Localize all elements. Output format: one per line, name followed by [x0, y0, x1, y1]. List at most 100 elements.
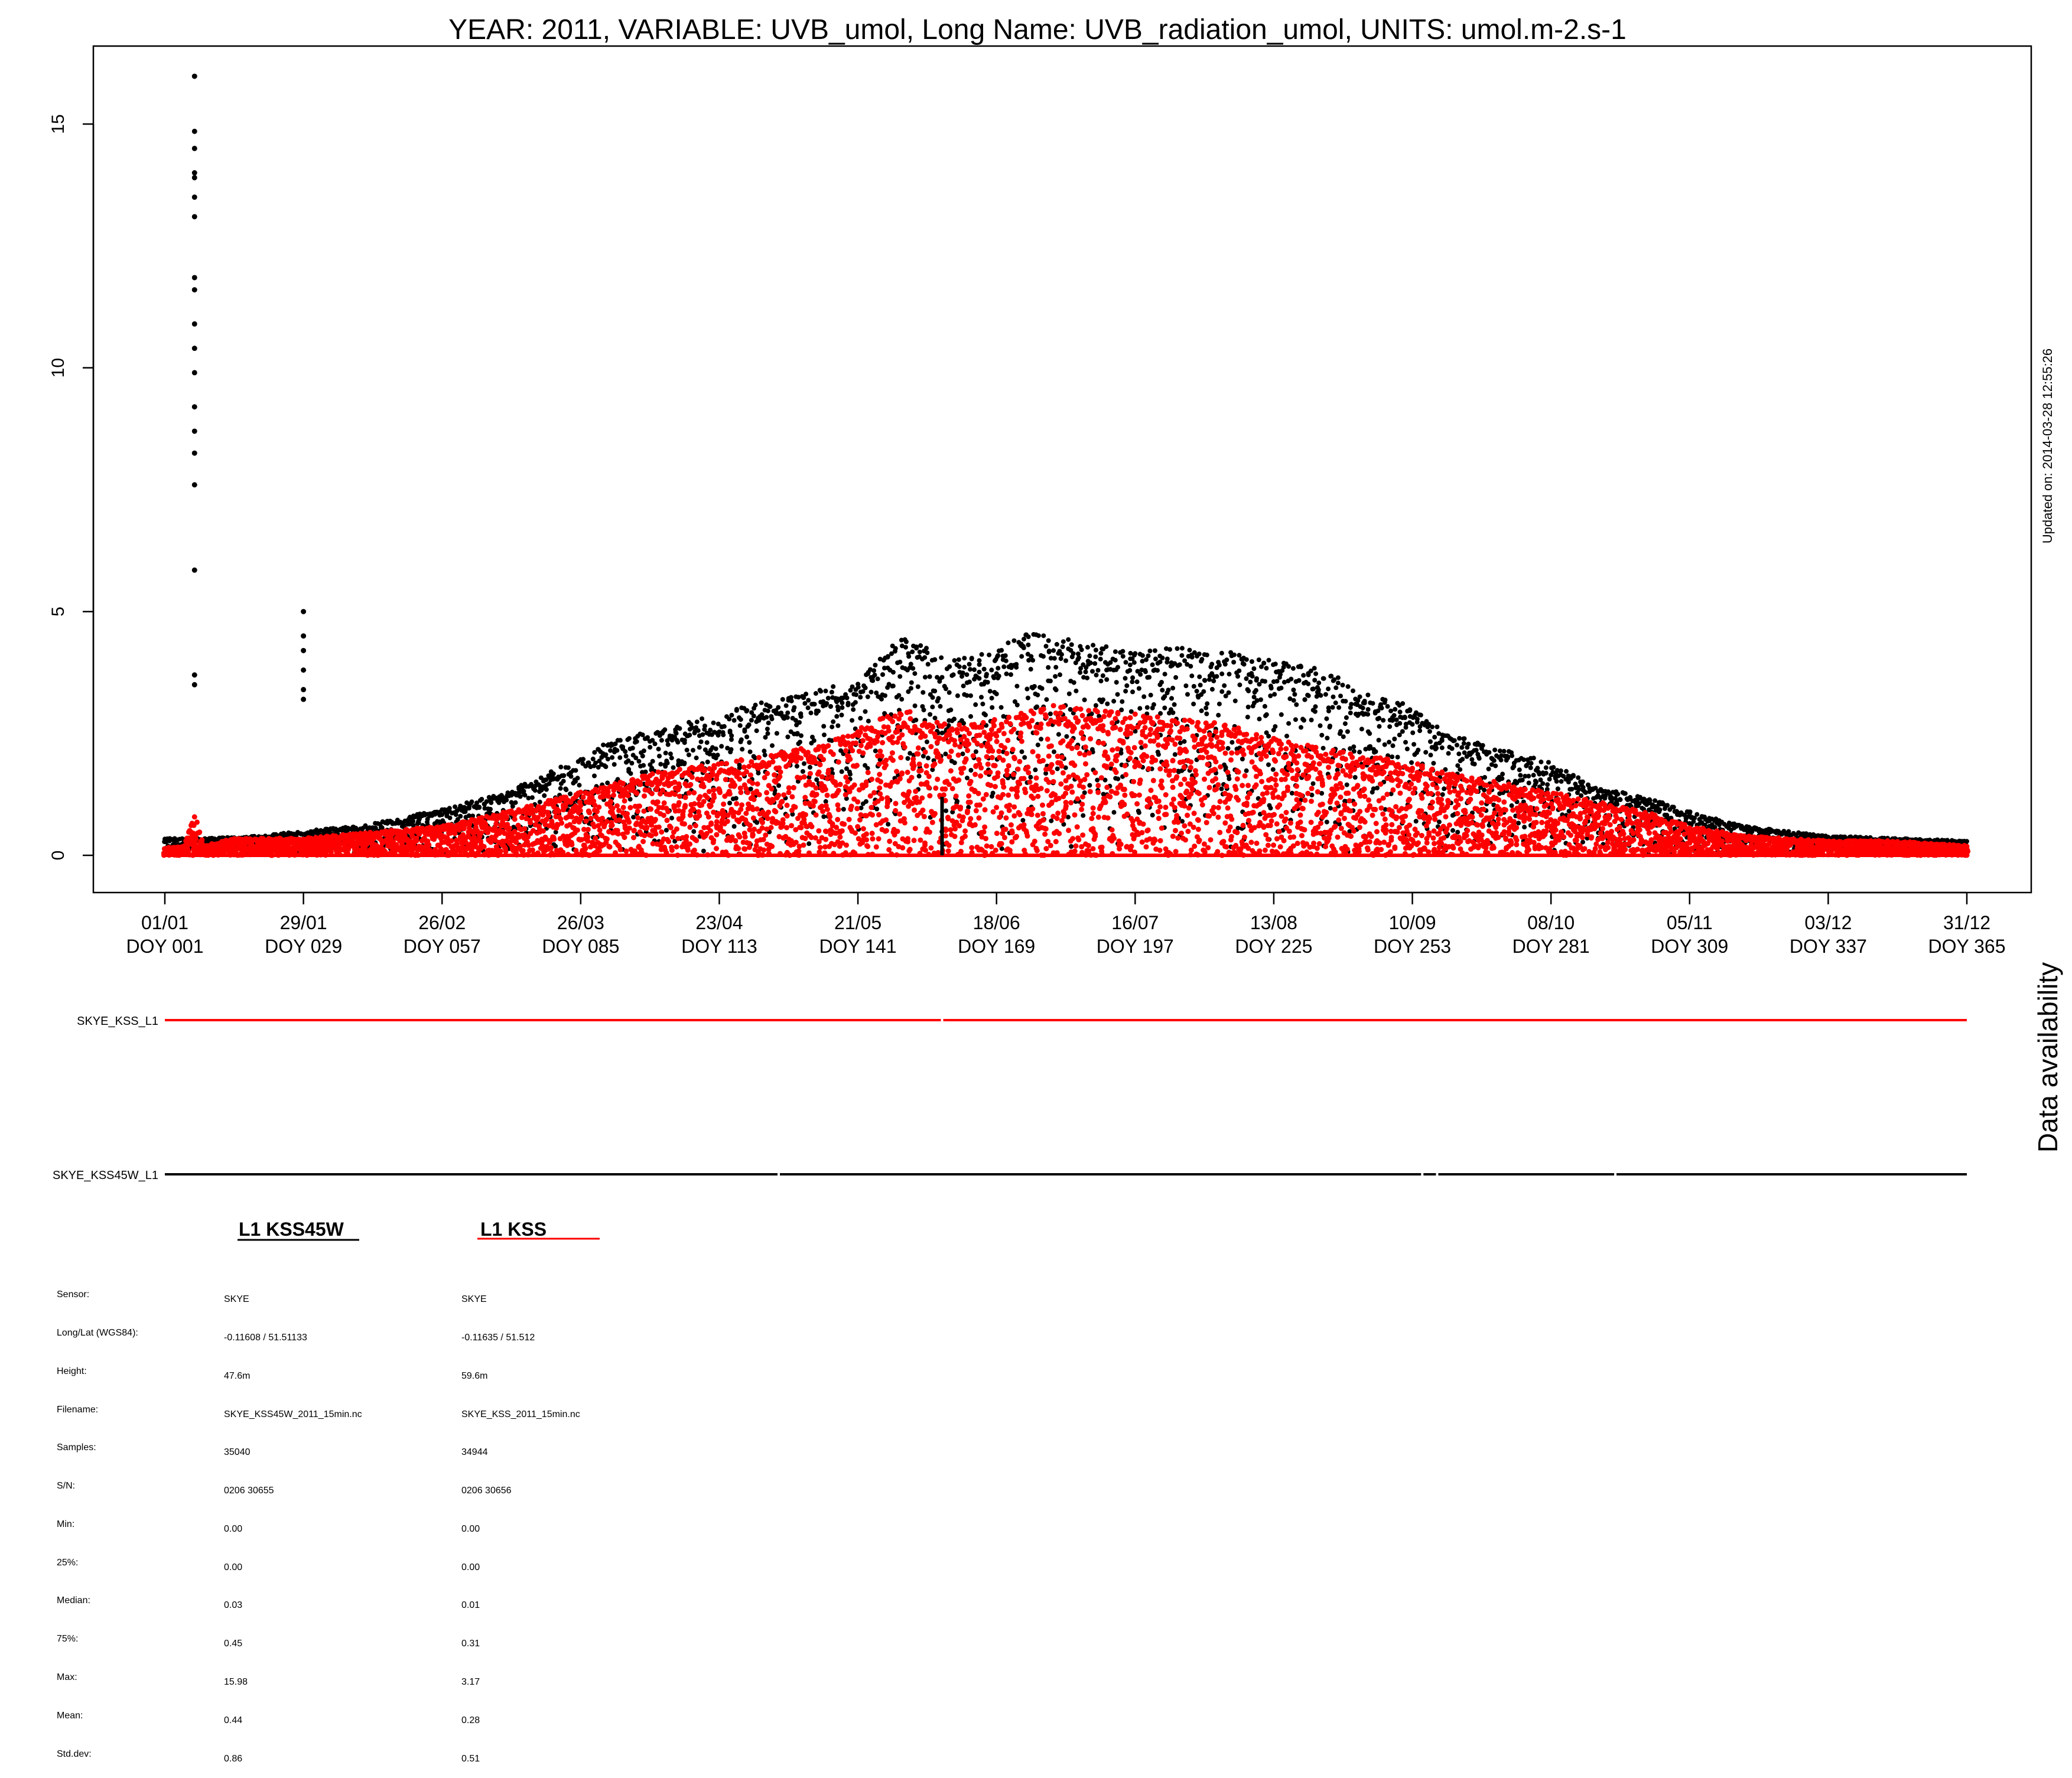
series-kss45w-point [1417, 728, 1423, 734]
series-kss45w-point [1342, 799, 1348, 804]
series-kss45w-point [1102, 777, 1108, 783]
series-kss45w-point [1170, 685, 1176, 691]
series-kss45w-point [1547, 777, 1552, 782]
series-kss45w-point [458, 813, 463, 819]
series-kss45w-point [873, 663, 878, 667]
series-kss45w-point [544, 787, 549, 792]
series-kss45w-point [1439, 738, 1445, 743]
series-kss45w-point [1194, 689, 1199, 694]
series-kss45w-point [1531, 773, 1536, 778]
series-kss45w-point [601, 743, 606, 748]
series-kss45w-point [830, 724, 835, 730]
series-kss45w-point [1395, 754, 1400, 760]
series-kss45w-point [1150, 662, 1155, 667]
series-kss45w-point [776, 783, 782, 788]
series-kss45w-point [698, 739, 704, 744]
series-kss45w-point [700, 732, 705, 737]
series-kss45w-point [1205, 701, 1210, 706]
series-kss45w-point [1564, 768, 1569, 774]
series-kss-point [463, 839, 469, 845]
series-kss45w-point [1063, 765, 1068, 770]
series-kss45w-point [1367, 731, 1372, 736]
series-kss45w-point [671, 765, 676, 770]
series-kss45w-point [969, 656, 974, 661]
series-kss45w-point [1551, 765, 1556, 770]
series-kss45w-point [1489, 762, 1494, 767]
series-kss45w-point [1394, 717, 1399, 722]
series-kss45w-point [1120, 649, 1126, 654]
series-kss45w-point [892, 649, 897, 654]
series-kss45w-point [568, 774, 574, 779]
series-kss45w-point [906, 654, 912, 659]
series-kss45w-point [596, 764, 601, 770]
series-kss45w-point [1526, 773, 1531, 779]
series-kss45w-point [652, 741, 658, 747]
series-kss-point [546, 813, 551, 819]
series-kss45w-point [1130, 656, 1135, 662]
series-kss45w-point [865, 694, 870, 699]
series-kss45w-point [1094, 672, 1099, 678]
series-kss-point [478, 839, 483, 845]
series-kss45w-point [1566, 779, 1571, 784]
series-kss45w-point [1235, 674, 1240, 679]
series-kss45w-point [1377, 715, 1382, 721]
series-kss45w-point [776, 705, 781, 710]
series-kss-point [512, 829, 518, 835]
series-kss45w-point [858, 695, 863, 700]
series-kss45w-point [817, 688, 822, 693]
series-kss45w-point [1035, 704, 1039, 709]
series-kss45w-point [1264, 666, 1269, 671]
series-kss45w-point [521, 789, 526, 794]
series-kss45w-point [850, 684, 855, 689]
series-kss45w-point [753, 702, 758, 708]
series-kss45w-point [1119, 707, 1124, 712]
series-kss45w-point [721, 724, 727, 729]
series-kss45w-point [1410, 722, 1415, 727]
series-kss45w-point [1461, 741, 1466, 746]
series-kss45w-spike-point [191, 214, 197, 220]
series-kss45w-spike-point [191, 73, 197, 79]
series-kss45w-point [1335, 680, 1341, 686]
series-kss45w-point [839, 712, 844, 718]
series-kss45w-point [1385, 704, 1390, 709]
series-kss45w-point [1301, 673, 1306, 678]
series-kss45w-point [544, 777, 549, 783]
series-kss45w-point [903, 639, 909, 644]
series-kss45w-point [1123, 660, 1128, 665]
series-kss45w-point [1041, 633, 1046, 639]
series-kss45w-point [909, 680, 914, 685]
series-kss45w-point [1197, 674, 1202, 679]
series-kss45w-point [1311, 686, 1316, 692]
series-kss45w-point [835, 708, 841, 712]
series-kss45w-point [1120, 699, 1125, 704]
series-kss45w-point [719, 744, 724, 749]
series-kss45w-point [1225, 745, 1231, 751]
series-kss45w-point [477, 805, 482, 810]
series-kss45w-point [785, 734, 791, 740]
series-kss45w-point [581, 757, 586, 762]
series-kss45w-point [1657, 807, 1663, 812]
series-kss45w-spike-point [191, 567, 197, 573]
series-kss45w-point [841, 807, 846, 812]
series-kss45w-point [1091, 643, 1096, 648]
series-kss45w-point [1082, 697, 1087, 702]
series-kss45w-spike-point [191, 682, 197, 688]
series-kss45w-point [1383, 698, 1388, 702]
series-kss45w-point [882, 711, 887, 716]
series-kss [161, 703, 1971, 858]
series-kss45w-point [1166, 688, 1171, 693]
series-kss-point [542, 822, 548, 828]
series-kss45w-point [1343, 699, 1348, 704]
series-kss-point [327, 838, 333, 844]
series-kss-point [409, 848, 415, 854]
series-kss45w-point [1175, 646, 1180, 651]
series-kss45w-point [939, 675, 945, 680]
series-kss45w-point [1164, 646, 1169, 652]
series-kss45w-point [1022, 636, 1026, 641]
series-kss45w-point [626, 758, 631, 763]
series-kss45w-point [575, 776, 580, 781]
series-kss45w-point [912, 671, 918, 676]
series-kss45w-point [1162, 694, 1167, 699]
series-kss45w-point [863, 685, 868, 691]
series-kss45w-point [952, 760, 957, 766]
